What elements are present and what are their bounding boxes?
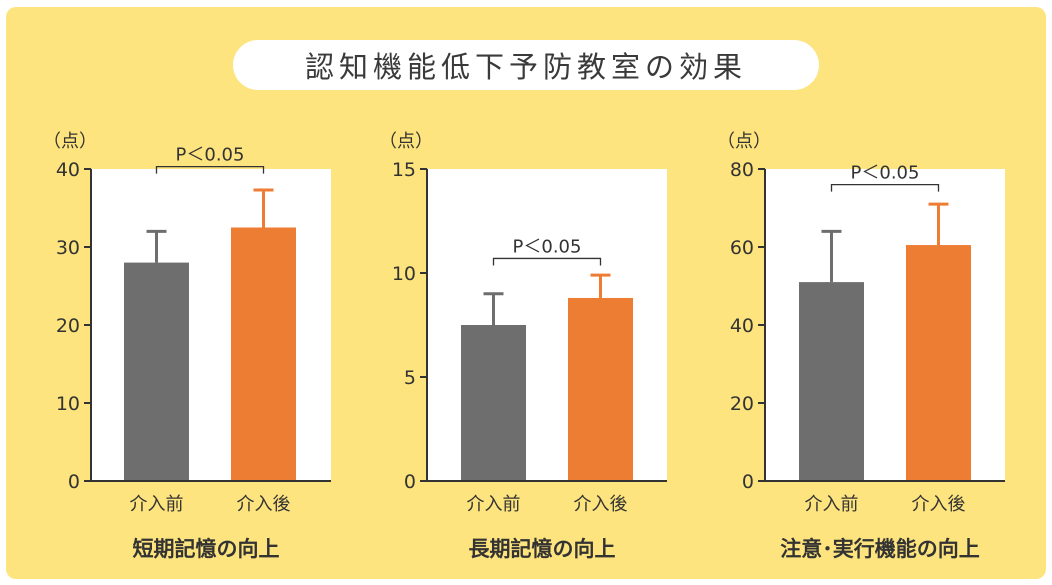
y-tick-label: 5 bbox=[404, 367, 416, 389]
y-tick-label: 60 bbox=[730, 237, 754, 259]
y-tick-label: 0 bbox=[742, 471, 754, 493]
category-label: 介入後 bbox=[912, 494, 966, 515]
y-tick-label: 10 bbox=[56, 393, 80, 415]
bar-before bbox=[461, 325, 526, 481]
chart-3: 介入前 介入後 0 20 40 60 80 （点） P＜0.05 注意･実行機能の向上 bbox=[717, 131, 1005, 561]
y-tick-label: 80 bbox=[730, 159, 754, 181]
category-label: 介入前 bbox=[467, 494, 521, 515]
bar-before bbox=[799, 282, 864, 481]
category-label: 介入前 bbox=[805, 494, 859, 515]
y-unit-label: （点） bbox=[43, 131, 97, 152]
category-label: 介入後 bbox=[574, 494, 628, 515]
y-tick-label: 40 bbox=[56, 159, 80, 181]
bar-after bbox=[231, 227, 296, 481]
category-label: 介入後 bbox=[237, 494, 291, 515]
y-tick-label: 20 bbox=[730, 393, 754, 415]
significance-bracket bbox=[492, 257, 602, 266]
chart-2: 介入前 介入後 0 5 10 15 （点） P＜0.05 長期記憶の向上 bbox=[379, 131, 667, 561]
y-tick-label: 0 bbox=[68, 471, 80, 493]
significance-label: P＜0.05 bbox=[176, 145, 245, 166]
y-tick-label: 15 bbox=[392, 159, 416, 181]
y-tick-label: 20 bbox=[56, 315, 80, 337]
chart-1: 介入前 介入後 0 10 20 30 40 （点） P＜0.05 短期記憶の向上 bbox=[43, 131, 331, 561]
significance-label: P＜0.05 bbox=[851, 163, 920, 184]
y-tick-label: 0 bbox=[404, 471, 416, 493]
category-label: 介入前 bbox=[130, 494, 184, 515]
y-unit-label: （点） bbox=[717, 131, 771, 152]
bar-after bbox=[906, 245, 971, 481]
chart-caption: 注意･実行機能の向上 bbox=[780, 537, 980, 561]
y-tick-label: 40 bbox=[730, 315, 754, 337]
significance-label: P＜0.05 bbox=[513, 236, 582, 257]
y-tick-label: 30 bbox=[56, 237, 80, 259]
significance-bracket bbox=[155, 166, 265, 174]
significance-bracket bbox=[830, 183, 940, 192]
y-tick-label: 10 bbox=[392, 263, 416, 285]
y-unit-label: （点） bbox=[379, 131, 433, 152]
bar-after bbox=[568, 297, 633, 481]
chart-caption: 短期記憶の向上 bbox=[133, 537, 280, 561]
chart-title: 認知機能低下予防教室の効果 bbox=[233, 40, 819, 90]
chart-caption: 長期記憶の向上 bbox=[469, 537, 616, 561]
bar-before bbox=[124, 262, 189, 481]
